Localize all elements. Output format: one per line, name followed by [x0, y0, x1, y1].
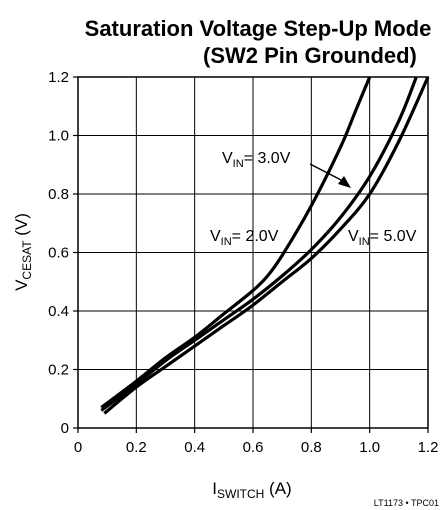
series-line-vin-3v [100, 76, 418, 412]
series-line-vin-5v [103, 76, 430, 415]
y-tick-label: 1.0 [48, 128, 69, 145]
series-label-value: = 5.0V [370, 228, 417, 245]
y-axis-title-unit: (V) [12, 213, 31, 240]
y-tick-label: 0.6 [48, 245, 69, 262]
x-tick-label: 0 [74, 439, 82, 456]
x-tick-labels: 0 0.2 0.4 0.6 0.8 1.0 1.2 [74, 439, 439, 456]
chart-axes [73, 76, 429, 433]
series-label-vin-2v: VIN= 2.0V [210, 228, 279, 248]
series-line-vin-2v [100, 76, 372, 409]
x-axis-title-main: I [212, 479, 217, 498]
chart-grid [78, 77, 428, 428]
x-tick-label: 1.0 [359, 439, 380, 456]
series-label-vin-5v: VIN= 5.0V [348, 228, 417, 248]
axis-titles: ISWITCH (A) VCESAT (V) [12, 213, 292, 501]
series-label-main: V [348, 228, 359, 245]
x-axis-title: ISWITCH (A) [212, 479, 291, 501]
series-label-subscript: IN [233, 158, 244, 170]
x-tick-label: 0.4 [184, 439, 205, 456]
x-tick-label: 0.6 [243, 439, 264, 456]
chart-title-line-1: Saturation Voltage Step-Up Mode [85, 16, 432, 41]
y-tick-label: 0.4 [48, 303, 69, 320]
y-axis-title: VCESAT (V) [12, 213, 34, 291]
y-tick-label: 0.2 [48, 362, 69, 379]
chart-title: Saturation Voltage Step-Up Mode (SW2 Pin… [85, 16, 432, 68]
x-axis-title-unit: (A) [264, 479, 291, 498]
series-label-main: V [222, 150, 233, 167]
series-label-subscript: IN [359, 236, 370, 248]
vin-3v-leader-line [309, 163, 346, 183]
x-tick-label: 0.8 [301, 439, 322, 456]
vin-3v-leader-arrowhead [338, 176, 351, 188]
chart-title-line-2: (SW2 Pin Grounded) [203, 43, 417, 68]
y-tick-label: 0.8 [48, 186, 69, 203]
series-label-main: V [210, 228, 221, 245]
series-label-value: = 2.0V [232, 228, 279, 245]
y-tick-labels: 0 0.2 0.4 0.6 0.8 1.0 1.2 [48, 69, 69, 437]
y-tick-label: 0 [61, 420, 69, 437]
x-axis-title-subscript: SWITCH [217, 487, 264, 501]
y-axis-title-main: V [12, 279, 31, 291]
series-label-value: = 3.0V [244, 150, 291, 167]
x-tick-label: 1.2 [418, 439, 439, 456]
series-label-subscript: IN [221, 236, 232, 248]
figure-code: LT1173 • TPC01 [374, 498, 439, 508]
y-axis-title-subscript: CESAT [20, 240, 34, 280]
y-tick-label: 1.2 [48, 69, 69, 86]
series-label-vin-3v: VIN= 3.0V [222, 150, 291, 170]
series-labels: VIN= 2.0V VIN= 3.0V VIN= 5.0V [210, 150, 417, 248]
data-series [100, 76, 430, 415]
x-tick-label: 0.2 [126, 439, 147, 456]
